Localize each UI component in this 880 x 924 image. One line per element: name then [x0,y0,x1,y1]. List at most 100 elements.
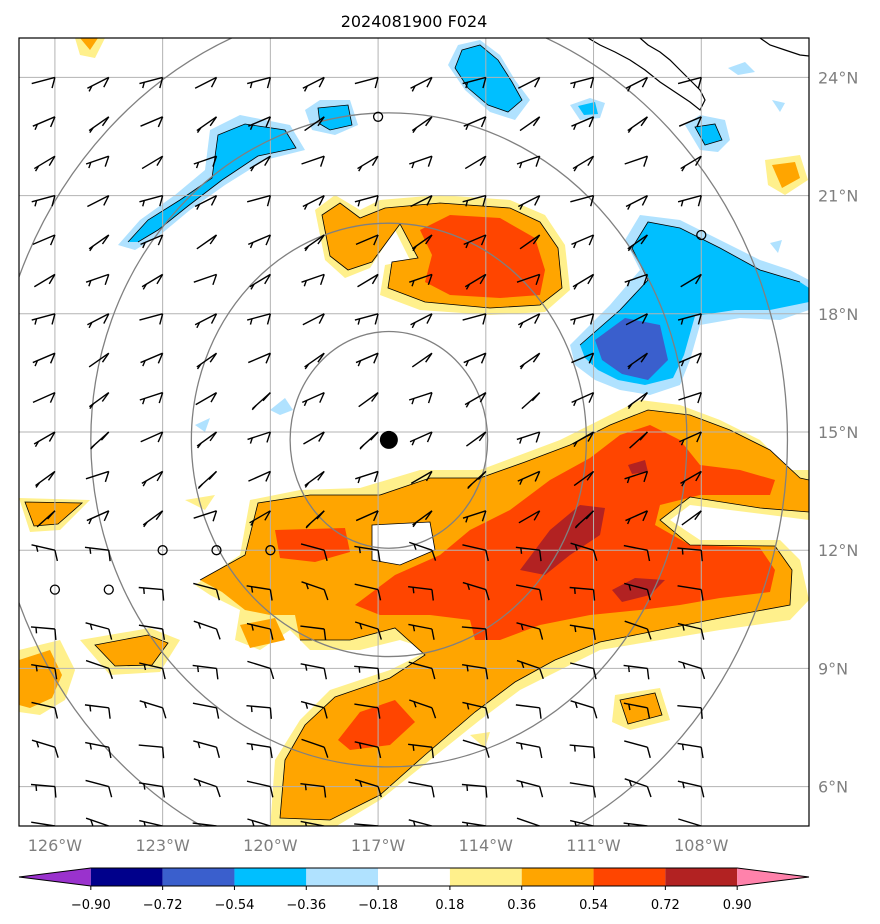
wind-barb [516,155,541,169]
wind-barb [247,116,272,131]
wind-barb [677,76,702,89]
lon-label-0: 126°W [28,836,83,855]
wind-barb [139,700,167,719]
wind-barb [357,155,379,172]
wind-barb [570,819,595,826]
wind-barb [515,584,543,601]
wind-barb [681,510,702,526]
wind-barb [194,313,218,329]
wind-barb [409,273,433,287]
wind-barb [627,116,648,134]
wind-barb [408,661,436,680]
wind-barb [516,622,544,640]
colorbar-label-2: −0.54 [215,898,255,913]
wind-barb [192,702,220,719]
wind-barb [677,705,703,719]
wind-barb [355,352,379,367]
wind-barb [517,194,541,210]
wind-barb [409,541,437,561]
plot-frame [18,37,810,827]
wind-barb [408,623,435,640]
wind-barb [355,470,379,484]
wind-barb [194,194,218,210]
wind-barb [625,76,649,92]
wind-barb [461,626,488,641]
wind-barb [463,234,487,249]
wind-barb [624,778,652,798]
wind-barb [462,510,487,523]
lat-label-1: 9°N [818,659,848,678]
wind-barb [677,585,704,601]
wind-barb [301,581,329,601]
wind-barb [410,76,433,92]
wind-barb [87,76,110,92]
range-ring-1 [190,222,588,658]
wind-barb [90,431,110,450]
colorbar-segment-3 [234,868,307,886]
wind-barb [516,779,544,798]
wind-barb [247,76,272,89]
colorbar [18,867,810,887]
wind-barb [142,510,164,528]
wind-barb [569,782,596,798]
wind-barb [517,76,541,89]
wind-barb [571,234,595,249]
colorbar-label-9: 0.90 [723,898,752,913]
range-rings [19,38,788,826]
wind-barb [680,155,702,172]
wind-barb [515,741,543,759]
wind-barb [464,273,487,290]
wind-barb [139,76,164,89]
wind-barb [354,703,381,719]
wind-barb [572,431,595,448]
wind-barb [141,273,164,290]
wind-barb [84,546,111,562]
lon-label-6: 108°W [674,836,729,855]
wind-barb [623,702,651,719]
wind-barb [196,352,218,370]
wind-barb [516,659,544,680]
wind-barb [411,234,433,252]
wind-barb [246,780,274,798]
wind-barb [463,352,487,367]
wind-barb [409,431,433,446]
colorbar-label-3: −0.36 [286,898,326,913]
wind-barb [625,510,649,525]
wind-barb [141,470,164,487]
wind-barb [302,313,325,326]
wind-barb [359,431,379,450]
wind-barb [193,510,218,522]
wind-barb [623,544,651,562]
wind-barb [677,742,704,759]
wind-barb [411,352,433,368]
wind-barb [462,194,487,207]
wind-barb [625,194,649,210]
lat-label-5: 21°N [818,187,858,206]
colorbar-label-0: −0.90 [71,898,111,913]
wind-barb [624,470,649,484]
wind-barb [574,510,595,529]
lon-label-1: 123°W [135,836,190,855]
wind-barb [196,116,218,134]
wind-barb [572,155,595,172]
wind-barb [302,391,325,407]
wind-barb [680,273,702,288]
wind-barb [138,624,166,640]
wind-barb [571,116,595,131]
wind-barb [193,778,221,798]
calm-wind-circle [49,584,61,595]
lat-label-6: 24°N [818,68,858,87]
wind-barb [624,155,649,167]
wind-barb [139,662,166,680]
wind-barb [85,741,112,759]
lon-label-4: 114°W [459,836,514,855]
wind-barb [569,586,596,601]
wind-barb [677,547,703,562]
wind-barb [139,313,164,325]
wind-barb [354,778,382,798]
wind-barb [409,155,433,169]
wind-barb [410,470,433,485]
wind-barb [140,431,164,443]
map-title: 2024081900 F024 [341,12,488,31]
wind-barb [409,699,437,719]
